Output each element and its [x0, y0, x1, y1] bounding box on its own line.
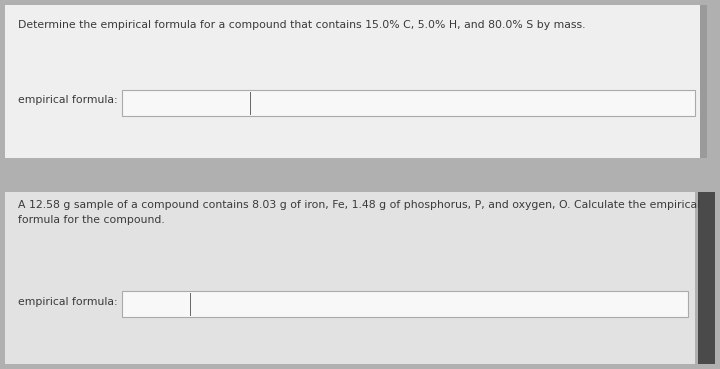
Bar: [700, 5, 707, 158]
Bar: [698, 192, 715, 364]
Text: empirical formula:: empirical formula:: [18, 95, 117, 105]
Text: empirical formula:: empirical formula:: [18, 297, 117, 307]
Text: A 12.58 g sample of a compound contains 8.03 g of iron, Fe, 1.48 g of phosphorus: A 12.58 g sample of a compound contains …: [18, 200, 700, 210]
Bar: [5, 5, 707, 158]
Bar: [122, 90, 695, 116]
Bar: [5, 192, 695, 364]
Text: formula for the compound.: formula for the compound.: [18, 215, 165, 225]
Text: Determine the empirical formula for a compound that contains 15.0% C, 5.0% H, an: Determine the empirical formula for a co…: [18, 20, 585, 30]
Bar: [122, 291, 688, 317]
